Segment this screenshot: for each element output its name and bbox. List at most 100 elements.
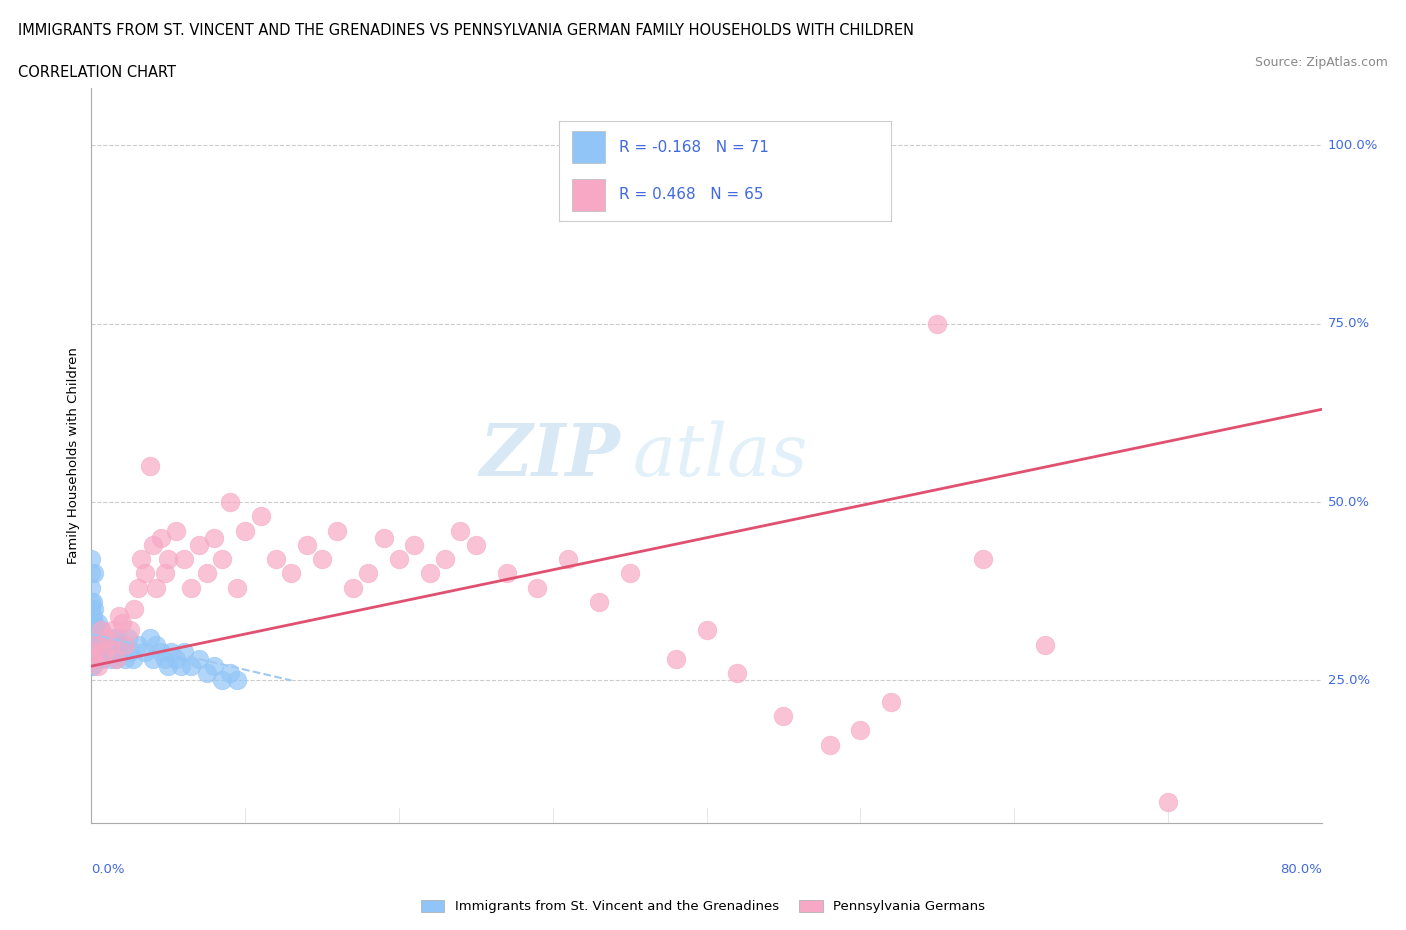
Point [108,609,131,624]
Point [118,623,141,638]
Point [84,644,107,659]
Point [404,538,426,552]
Point [97,637,120,652]
Point [180,658,202,673]
Point [93,644,115,659]
Point [449,524,471,538]
Point [157,551,180,566]
Point [588,594,610,609]
Text: 80.0%: 80.0% [1279,863,1322,876]
Point [153,652,177,667]
Point [188,652,211,667]
Point [84,637,107,652]
Point [82,658,104,673]
Text: 50.0%: 50.0% [1327,496,1369,509]
Point [91,652,114,667]
Point [495,566,517,581]
Text: atlas: atlas [633,420,808,491]
Point [80,644,103,659]
Point [295,538,318,552]
Point [82,652,104,667]
Point [96,631,118,645]
Point [83,631,105,645]
Point [1033,637,1056,652]
Text: ZIP: ZIP [479,420,620,491]
Point [419,566,441,581]
Point [82,616,104,631]
Text: 75.0%: 75.0% [1327,317,1369,330]
Y-axis label: Family Households with Children: Family Households with Children [67,347,80,565]
Point [434,551,457,566]
Point [87,644,110,659]
Point [526,580,548,595]
Point [160,644,183,659]
Point [103,637,125,652]
Text: CORRELATION CHART: CORRELATION CHART [18,65,176,80]
Text: R = 0.468   N = 65: R = 0.468 N = 65 [619,187,763,203]
Point [326,524,349,538]
Text: Source: ZipAtlas.com: Source: ZipAtlas.com [1254,56,1388,69]
Point [80,594,103,609]
Point [619,566,641,581]
Point [1157,794,1180,809]
Point [86,637,108,652]
Point [101,644,124,659]
Point [96,631,118,645]
Point [139,459,162,474]
Point [927,316,949,331]
Point [80,566,103,581]
Point [93,637,115,652]
Point [108,644,131,659]
Point [83,616,105,631]
Point [211,551,233,566]
Point [114,652,136,667]
Point [169,658,191,673]
Point [388,551,411,566]
Point [145,580,167,595]
Point [122,652,145,667]
Point [134,644,156,659]
Point [124,602,146,617]
Point [129,551,152,566]
Point [80,551,103,566]
Text: 100.0%: 100.0% [1327,139,1378,152]
Point [82,644,104,659]
Point [94,644,117,659]
Point [90,623,112,638]
Point [153,566,177,581]
Point [82,637,104,652]
Point [280,566,302,581]
Point [149,530,172,545]
Point [142,538,165,552]
Point [202,530,225,545]
Point [82,594,104,609]
Point [111,637,134,652]
Point [557,551,579,566]
Point [114,637,136,652]
Text: 0.0%: 0.0% [91,863,125,876]
FancyBboxPatch shape [572,179,606,211]
Point [464,538,486,552]
Point [105,652,127,667]
Point [80,580,103,595]
Point [233,524,256,538]
Point [86,652,108,667]
Point [357,566,380,581]
Point [82,609,104,624]
Point [218,666,240,681]
Point [157,658,180,673]
Point [101,623,124,638]
Point [84,623,107,638]
Point [84,631,107,645]
Point [218,495,240,510]
Point [80,637,103,652]
Point [165,652,187,667]
Point [83,644,105,659]
Point [82,623,104,638]
Point [80,637,103,652]
Point [127,580,149,595]
Point [111,616,134,631]
Point [80,658,103,673]
Point [195,666,218,681]
Point [696,623,718,638]
